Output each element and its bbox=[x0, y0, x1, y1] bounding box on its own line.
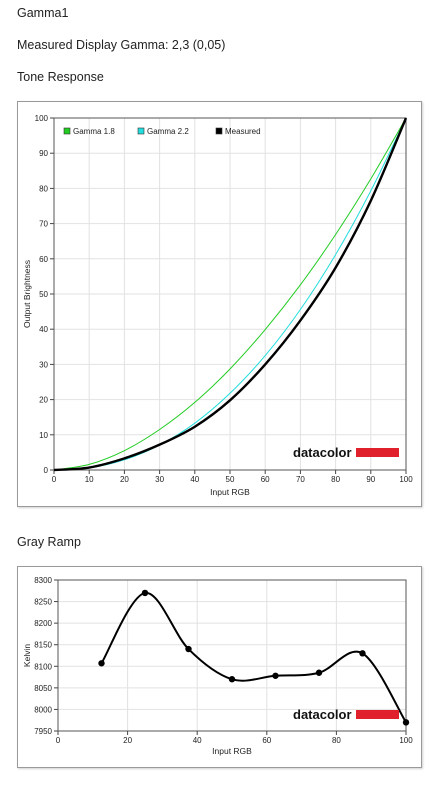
x-tick-label: 100 bbox=[399, 736, 413, 745]
series-line-gamma-1-8 bbox=[53, 117, 407, 471]
y-tick-label: 0 bbox=[44, 466, 49, 475]
kelvin-data-point bbox=[359, 650, 366, 657]
y-tick-label: 8100 bbox=[34, 662, 52, 671]
tone-response-chart-panel: 0 10 20 30 40 50 60 70 80 90 100 0 10 20 30 40 50 60 70 80 9… bbox=[17, 101, 422, 507]
x-tick-label: 80 bbox=[332, 736, 341, 745]
y-tick-label: 8300 bbox=[34, 576, 52, 585]
gray-ramp-chart: 7950 8000 8050 8100 8150 8200 8250 8300 0 20 40 60 8… bbox=[22, 576, 413, 756]
y-tick-label: 60 bbox=[39, 255, 48, 264]
measured-gamma-text: Measured Display Gamma: 2,3 (0,05) bbox=[17, 38, 226, 52]
gray-ramp-chart-panel: 7950 8000 8050 8100 8150 8200 8250 8300 0 20 40 60 8… bbox=[17, 566, 422, 768]
legend-swatch bbox=[63, 127, 71, 135]
y-axis-label: Kelvin bbox=[22, 644, 32, 667]
x-axis-label: Input RGB bbox=[212, 746, 252, 756]
x-tick-label: 70 bbox=[296, 475, 305, 484]
legend-label: Gamma 1.8 bbox=[73, 127, 115, 136]
x-axis-label: Input RGB bbox=[210, 487, 250, 497]
x-tick-label: 100 bbox=[399, 475, 413, 484]
x-tick-label: 0 bbox=[56, 736, 61, 745]
legend-label: Measured bbox=[225, 127, 261, 136]
x-tick-label: 40 bbox=[193, 736, 202, 745]
plot-area-border bbox=[53, 117, 407, 471]
kelvin-data-point bbox=[272, 672, 279, 679]
x-tick-label: 90 bbox=[366, 475, 375, 484]
kelvin-data-point bbox=[228, 676, 236, 683]
datacolor-logo: datacolor bbox=[293, 445, 352, 460]
plot-area-border bbox=[57, 579, 407, 732]
x-tick-label: 20 bbox=[123, 736, 132, 745]
y-tick-label: 8050 bbox=[34, 684, 52, 693]
y-tick-label: 8200 bbox=[34, 619, 52, 628]
page-title: Gamma1 bbox=[17, 6, 69, 20]
kelvin-data-point bbox=[98, 660, 105, 667]
y-tick-label: 8250 bbox=[34, 598, 52, 607]
y-tick-label: 20 bbox=[39, 396, 48, 405]
x-tick-label: 60 bbox=[261, 475, 270, 484]
y-tick-label: 90 bbox=[39, 149, 48, 158]
y-axis-label: Output Brightness bbox=[22, 260, 32, 328]
legend-label: Gamma 2.2 bbox=[147, 127, 189, 136]
y-tick-label: 10 bbox=[39, 431, 48, 440]
x-tick-label: 60 bbox=[262, 736, 271, 745]
gray-ramp-heading: Gray Ramp bbox=[17, 535, 81, 549]
datacolor-logo-bar bbox=[356, 710, 399, 719]
y-tick-label: 80 bbox=[39, 184, 48, 193]
y-tick-label: 30 bbox=[39, 360, 48, 369]
x-tick-label: 0 bbox=[52, 475, 57, 484]
y-tick-label: 70 bbox=[39, 220, 48, 229]
kelvin-series-line bbox=[100, 591, 407, 723]
kelvin-data-point bbox=[141, 589, 149, 597]
tone-response-heading: Tone Response bbox=[17, 70, 104, 84]
series-line-measured bbox=[53, 117, 408, 472]
x-tick-label: 10 bbox=[85, 475, 94, 484]
datacolor-logo-bar bbox=[356, 448, 399, 457]
y-tick-label: 100 bbox=[35, 114, 49, 123]
series-line-gamma-2-2 bbox=[53, 117, 407, 471]
kelvin-data-point bbox=[185, 645, 192, 653]
y-tick-label: 7950 bbox=[34, 727, 52, 736]
kelvin-data-point bbox=[402, 719, 410, 726]
legend-swatch bbox=[137, 127, 145, 135]
x-tick-label: 30 bbox=[155, 475, 164, 484]
y-tick-label: 40 bbox=[39, 325, 48, 334]
y-tick-label: 8150 bbox=[34, 641, 52, 650]
kelvin-data-point bbox=[315, 669, 323, 676]
y-tick-label: 8000 bbox=[34, 705, 52, 714]
x-tick-label: 50 bbox=[226, 475, 235, 484]
datacolor-logo: datacolor bbox=[293, 707, 352, 722]
tone-response-chart: 0 10 20 30 40 50 60 70 80 90 100 0 10 20 30 40 50 60 70 80 9… bbox=[22, 114, 413, 497]
x-tick-label: 20 bbox=[120, 475, 129, 484]
x-tick-label: 40 bbox=[190, 475, 199, 484]
x-tick-label: 80 bbox=[331, 475, 340, 484]
y-tick-label: 50 bbox=[39, 290, 48, 299]
legend-swatch bbox=[215, 127, 223, 135]
